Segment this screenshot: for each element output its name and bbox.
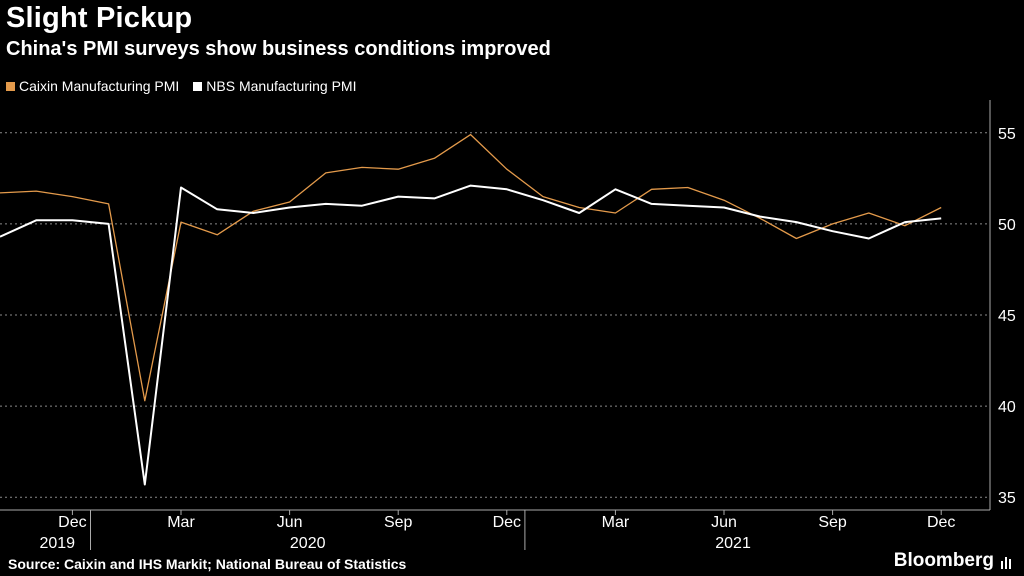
legend-item-nbs: NBS Manufacturing PMI	[193, 78, 356, 94]
x-tick-label: Mar	[602, 514, 630, 531]
x-tick-label: Dec	[58, 514, 86, 531]
chart-subtitle: China's PMI surveys show business condit…	[6, 38, 551, 60]
x-tick-label: Dec	[493, 514, 521, 531]
y-tick-label: 40	[998, 399, 1016, 416]
series-line-nbs	[0, 184, 942, 486]
legend-label-caixin: Caixin Manufacturing PMI	[19, 78, 180, 94]
x-tick-label: Mar	[167, 514, 195, 531]
legend: Caixin Manufacturing PMI NBS Manufacturi…	[6, 78, 356, 94]
x-year-label: 2019	[39, 535, 75, 552]
x-year-label: 2020	[290, 535, 326, 552]
x-tick-label: Sep	[818, 514, 847, 531]
bloomberg-terminal-icon	[1001, 557, 1011, 569]
x-tick-label: Jun	[711, 514, 737, 531]
legend-swatch-caixin	[6, 81, 15, 91]
series-line-caixin	[0, 133, 942, 402]
legend-label-nbs: NBS Manufacturing PMI	[206, 78, 357, 94]
y-tick-label: 50	[998, 217, 1016, 234]
y-tick-label: 45	[998, 308, 1016, 325]
x-tick-label: Dec	[927, 514, 955, 531]
brand-logo: Bloomberg	[893, 550, 994, 571]
y-tick-label: 35	[998, 490, 1016, 507]
chart-title: Slight Pickup	[6, 2, 193, 34]
x-tick-label: Sep	[384, 514, 413, 531]
legend-item-caixin: Caixin Manufacturing PMI	[6, 78, 179, 94]
x-tick-label: Jun	[277, 514, 303, 531]
x-year-label: 2021	[715, 535, 751, 552]
legend-swatch-nbs	[193, 81, 203, 91]
y-tick-label: 55	[998, 126, 1016, 143]
source-note: Source: Caixin and IHS Markit; National …	[8, 556, 407, 572]
